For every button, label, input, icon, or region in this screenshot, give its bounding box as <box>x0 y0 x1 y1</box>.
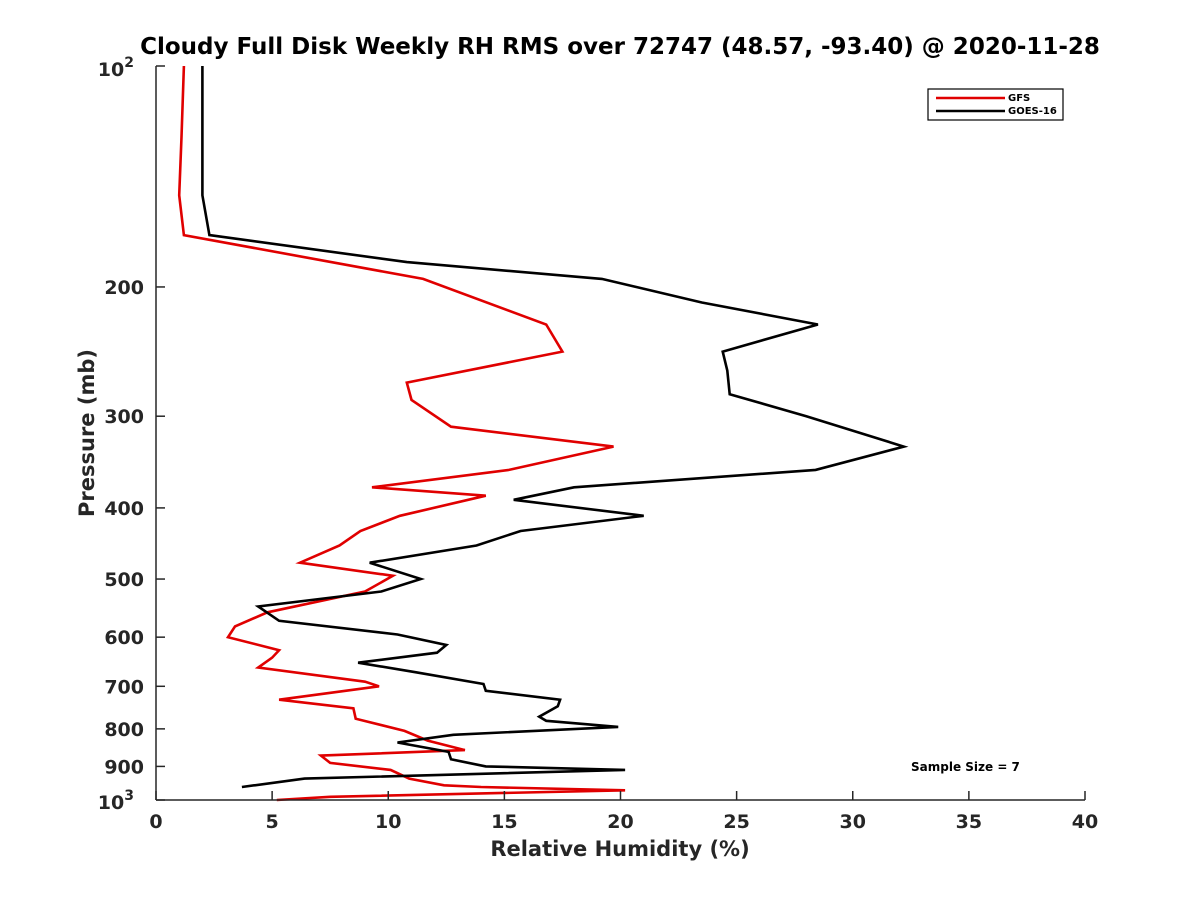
x-tick-label: 35 <box>956 811 982 833</box>
y-tick-label: 400 <box>104 498 144 520</box>
legend-label-gfs: GFS <box>1008 93 1030 104</box>
plot-area <box>155 65 1085 802</box>
x-tick-label: 40 <box>1072 811 1098 833</box>
y-axis-label: Pressure (mb) <box>75 349 99 517</box>
y-tick-label-top: 102 <box>98 55 134 81</box>
series-layer <box>177 65 909 802</box>
x-tick-label: 5 <box>266 811 279 833</box>
y-tick-label: 800 <box>104 719 144 741</box>
x-axis-label: Relative Humidity (%) <box>490 837 749 861</box>
x-tick-label: 0 <box>149 811 162 833</box>
y-tick-top-exponent: 2 <box>124 55 134 71</box>
y-tick-label-bottom: 103 <box>98 788 134 814</box>
y-tick-bottom-base: 10 <box>98 792 124 814</box>
x-tick-label: 10 <box>375 811 401 833</box>
chart-title: Cloudy Full Disk Weekly RH RMS over 7274… <box>140 34 1100 60</box>
y-tick-label: 300 <box>104 406 144 428</box>
x-axis-ticks: 0 5 10 15 20 25 30 35 40 <box>149 791 1098 833</box>
y-tick-top-base: 10 <box>98 59 124 81</box>
y-tick-label: 600 <box>104 627 144 649</box>
y-tick-label: 200 <box>104 277 144 299</box>
x-tick-label: 15 <box>491 811 517 833</box>
x-tick-label: 30 <box>840 811 866 833</box>
x-tick-label: 25 <box>723 811 749 833</box>
series-line-goes16 <box>201 66 909 789</box>
sample-size-annotation: Sample Size = 7 <box>911 760 1020 774</box>
legend: GFS GOES-16 <box>927 88 1064 121</box>
legend-box <box>927 88 1064 121</box>
y-axis-ticks: 200 300 400 500 600 700 800 900 <box>104 65 165 801</box>
y-tick-label: 700 <box>104 676 144 698</box>
series-line-gfs <box>177 65 626 802</box>
y-tick-label: 900 <box>104 756 144 778</box>
x-tick-label: 20 <box>607 811 633 833</box>
legend-label-goes16: GOES-16 <box>1008 106 1057 117</box>
y-tick-label: 500 <box>104 569 144 591</box>
y-tick-bottom-exponent: 3 <box>124 788 134 804</box>
